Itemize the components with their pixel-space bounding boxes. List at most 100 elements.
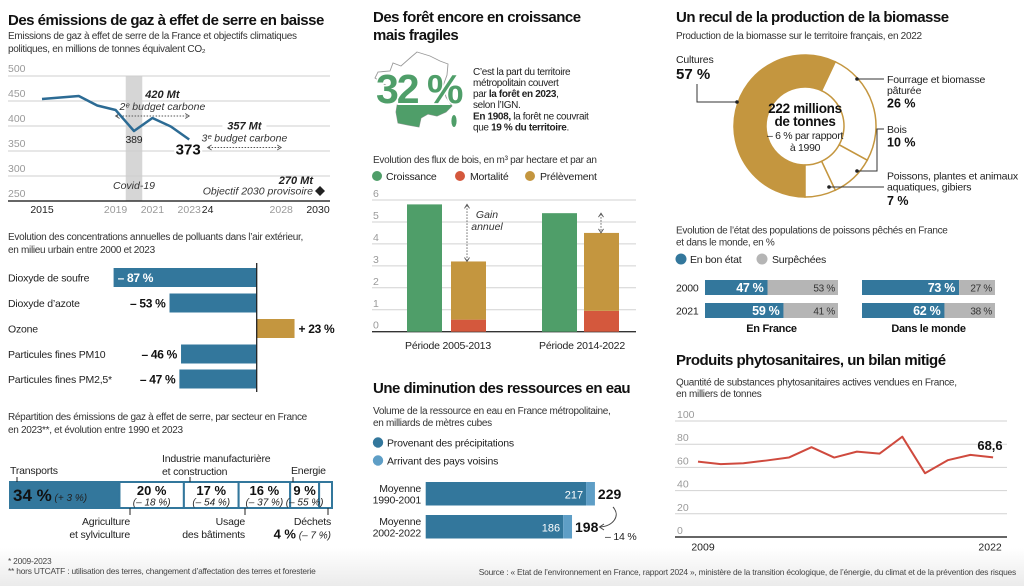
- pollutant-value-label: + 23 %: [299, 322, 336, 336]
- sector-share: 4 %: [274, 527, 297, 542]
- precipitation-bar: [425, 515, 564, 539]
- last-value-label: 68,6: [977, 438, 1002, 453]
- intro-text: métropolitain couvert: [473, 78, 559, 89]
- sectors-subtitle-line: Répartition des émissions de gaz à effet…: [8, 412, 308, 423]
- intro-text: C’est la part du territoire: [473, 67, 571, 78]
- forest-intro-line: que 19 % du territoire.: [473, 123, 569, 134]
- sector-share: 20 %: [137, 483, 167, 498]
- sector-segment: [9, 481, 121, 509]
- y-tick-label: 4: [373, 232, 379, 244]
- slice-connector-line: [696, 84, 737, 103]
- intro-text: .: [566, 123, 568, 134]
- water-title: Une diminution des ressources en eau: [373, 380, 630, 397]
- change-label: – 14 %: [605, 531, 637, 543]
- sectors-subtitle-line: en 2023**, et évolution entre 1990 et 20…: [8, 425, 184, 436]
- intro-text: selon l’IGN.: [473, 100, 521, 111]
- sector-segment: [237, 481, 292, 509]
- sector-change: (– 54 %): [192, 498, 230, 509]
- slice-connector-dot: [855, 77, 859, 81]
- fish-legend: En bon état Surpêchées: [675, 253, 826, 266]
- footer-band: [0, 548, 1024, 586]
- pollutant-bar: [169, 293, 257, 313]
- sector-name-label: Energie: [291, 465, 326, 477]
- forest-intro-line: par la forêt en 2023,: [473, 89, 559, 100]
- slice-name-label: Cultures: [676, 54, 714, 66]
- pollutant-bar: [256, 319, 295, 338]
- arrowhead-up-icon: [464, 203, 470, 209]
- y-tick-label: 40: [677, 479, 689, 491]
- pollutant-value-label: – 46 %: [141, 348, 177, 362]
- sector-name-label: et construction: [162, 466, 228, 478]
- biomass-title: Un recul de la production de la biomasse: [676, 9, 949, 26]
- overfished-bar: [783, 303, 838, 318]
- footnote: * 2009-2023: [8, 556, 52, 566]
- budget-label: 3ᵉ budget carbone: [201, 133, 287, 145]
- growth-bar: [542, 213, 577, 332]
- phyto-series-line: [697, 435, 994, 475]
- legend-label: Prélèvement: [540, 171, 597, 183]
- legend-dot-good-state: [675, 253, 687, 265]
- sector-value-label: 4 % (– 7 %): [274, 527, 331, 542]
- phyto-subtitle-line: en milliers de tonnes: [676, 389, 762, 400]
- covid-label: Covid-19: [113, 180, 155, 192]
- annual-gain-label: Gain: [476, 209, 498, 221]
- phyto-title: Produits phytosanitaires, un bilan mitig…: [676, 352, 946, 369]
- legend-label: Arrivant des pays voisins: [387, 456, 498, 468]
- overfished-value: 27 %: [970, 284, 992, 295]
- sector-share: 34 %: [13, 486, 52, 505]
- france-map-icon: [374, 51, 457, 128]
- forest-intro-line: En 1908, la forêt ne couvrait: [473, 112, 589, 123]
- good-state-value: 62 %: [913, 304, 940, 318]
- footnote: ** hors UTCATF : utilisation des terres,…: [8, 566, 316, 576]
- arrowhead-down-icon: [464, 257, 470, 263]
- pollutant-bar: [179, 369, 257, 389]
- good-state-value: 73 %: [928, 281, 955, 295]
- growth-bar: [407, 204, 442, 332]
- objective-label: Objectif 2030 provisoire: [203, 186, 313, 198]
- pollutant-value-label: – 87 %: [118, 271, 154, 285]
- y-tick-label: 350: [8, 138, 26, 150]
- slice-value-label: 26 %: [887, 97, 916, 111]
- water-subtitle-line: Volume de la ressource en eau en France …: [373, 406, 611, 417]
- slice-value-label: 7 %: [887, 194, 909, 208]
- phyto-subtitle-line: Quantité de substances phytosanitaires a…: [676, 378, 957, 389]
- intro-text-bold: 19 % du territoire: [491, 123, 567, 134]
- sector-segment: [289, 481, 321, 509]
- period-label: Moyenne: [379, 516, 421, 528]
- period-label: Période 2014-2022: [539, 340, 625, 352]
- good-state-bar: [705, 303, 784, 318]
- sector-name-label: Industrie manufacturière: [162, 453, 271, 465]
- x-tick-label: 2015: [30, 204, 54, 216]
- forest-intro-line: selon l’IGN.: [473, 100, 521, 111]
- overfished-value: 53 %: [813, 284, 835, 295]
- slice-name-label: aquatiques, gibiers: [887, 182, 971, 194]
- sector-name-label: des bâtiments: [182, 529, 245, 541]
- precipitation-value-label: 217: [565, 489, 583, 501]
- water-legend: Provenant des précipitations Arrivant de…: [372, 437, 514, 468]
- biomass-subtitle: Production de la biomasse sur le territo…: [676, 31, 922, 42]
- slice-connector-dot: [855, 169, 859, 173]
- sector-segment: [318, 481, 333, 509]
- x-tick-label: 2022: [978, 542, 1002, 554]
- precipitation-value-label: 186: [542, 522, 560, 534]
- pollutants-subtitle-line: en milieu urbain entre 2000 et 2023: [8, 245, 156, 256]
- overfished-bar: [959, 280, 995, 295]
- sector-name-label: Déchets: [294, 516, 331, 528]
- budget-label: 2ᵉ budget carbone: [118, 101, 205, 113]
- period-label: 1990-2001: [373, 495, 422, 507]
- sector-change: (+ 3 %): [52, 493, 87, 504]
- emissions-subtitle-line: politiques, en millions de tonnes équiva…: [8, 44, 206, 55]
- y-tick-label: 100: [677, 409, 695, 421]
- y-tick-label: 6: [373, 188, 379, 200]
- sector-share: 16 %: [250, 483, 280, 498]
- sector-change: (– 18 %): [133, 498, 171, 509]
- slice-name-label: Poissons, plantes et animaux: [887, 171, 1019, 183]
- sector-name-label: Agriculture: [82, 516, 130, 528]
- point-value-label: 389: [126, 134, 143, 146]
- emissions-title: Des émissions de gaz à effet de serre en…: [8, 12, 324, 29]
- slice-name-label: Fourrage et biomasse: [887, 74, 985, 86]
- mortality-bar: [451, 319, 486, 332]
